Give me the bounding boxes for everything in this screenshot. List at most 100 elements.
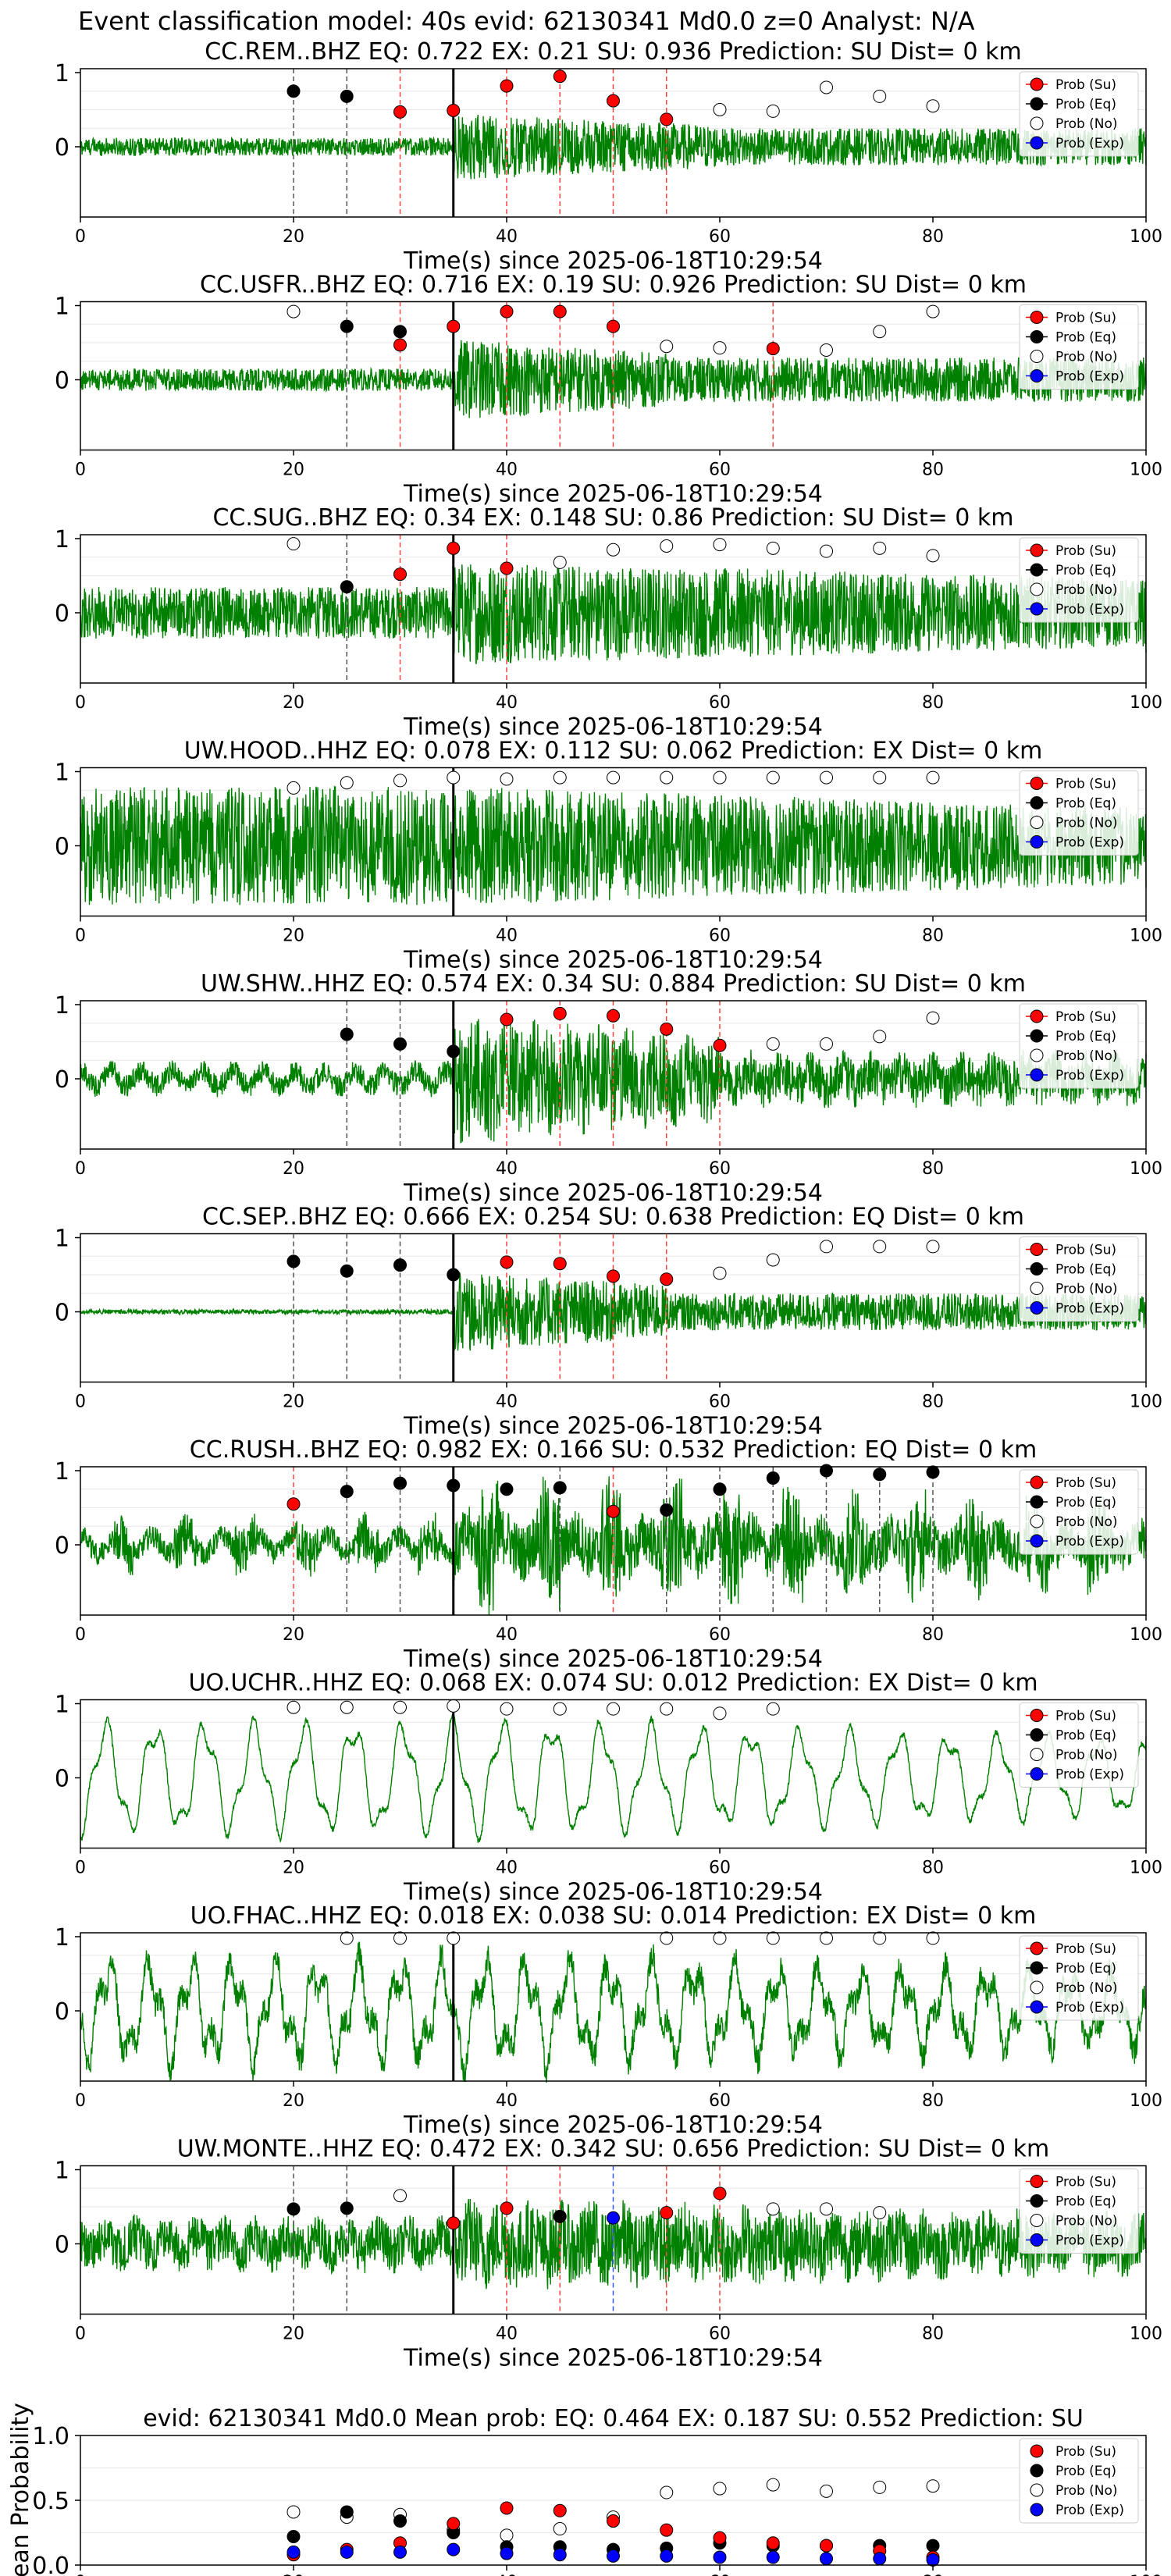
panel-5-legend-marker-0 bbox=[1030, 1009, 1044, 1023]
panel-11-series3-point-5 bbox=[553, 2548, 567, 2562]
panel-11-legend-marker-2 bbox=[1030, 2483, 1044, 2497]
panel-9-no-point-4 bbox=[713, 1931, 727, 1945]
panel-2-frame bbox=[80, 301, 1147, 451]
panel-7-ytick-label-0: 1 bbox=[55, 1458, 69, 1485]
panel-8-waveform bbox=[80, 1713, 1147, 1844]
panel-10-no-point-0 bbox=[393, 2189, 407, 2203]
panel-10-xtick-label-2: 40 bbox=[496, 2325, 518, 2344]
panel-7-xtick-label-3: 60 bbox=[709, 1625, 731, 1645]
panel-7-xtick-label-1: 20 bbox=[283, 1625, 304, 1645]
panel-6-no-point-3 bbox=[873, 1240, 887, 1254]
panel-7-su-point-1 bbox=[607, 1504, 620, 1518]
panel-10: UW.MONTE..HHZ EQ: 0.472 EX: 0.342 SU: 0.… bbox=[55, 2136, 1162, 2372]
panel-1-legend-marker-3 bbox=[1030, 136, 1044, 150]
panel-10-eq-point-2 bbox=[553, 2209, 567, 2223]
panel-7-legend-marker-2 bbox=[1030, 1514, 1044, 1528]
panel-1-frame bbox=[80, 68, 1147, 218]
panel-4-waveform bbox=[80, 785, 1147, 906]
panel-9-legend-marker-2 bbox=[1030, 1980, 1044, 1994]
panel-4-no-point-4 bbox=[500, 772, 514, 786]
panel-1-ytick-label-1: 0 bbox=[55, 134, 69, 162]
panel-9-xtick-label-1: 20 bbox=[283, 2091, 304, 2111]
panel-7-eq-point-10 bbox=[926, 1465, 940, 1479]
panel-7-legend-label-1: Prob (Eq) bbox=[1055, 1495, 1116, 1510]
panel-2-no-point-3 bbox=[820, 343, 833, 357]
panel-1-legend-label-0: Prob (Su) bbox=[1055, 77, 1116, 93]
panel-1-no-point-4 bbox=[926, 99, 940, 113]
panel-8-xtick-label-3: 60 bbox=[709, 1859, 731, 1878]
panel-2: CC.USFR..BHZ EQ: 0.716 EX: 0.19 SU: 0.92… bbox=[55, 272, 1162, 508]
panel-3-frame bbox=[80, 534, 1147, 684]
panel-4-no-point-7 bbox=[660, 770, 674, 785]
panel-4-no-point-10 bbox=[820, 770, 833, 785]
panel-7-eq-point-4 bbox=[553, 1481, 567, 1495]
panel-5-eq-point-0 bbox=[340, 1027, 354, 1041]
panel-11-series2-point-8 bbox=[713, 2482, 727, 2496]
panel-3-xtick-label-4: 80 bbox=[922, 693, 944, 713]
panel-8-ytick-label-0: 1 bbox=[55, 1692, 69, 1719]
panel-9-no-point-6 bbox=[820, 1931, 833, 1945]
panel-7-legend-marker-3 bbox=[1030, 1534, 1044, 1548]
panel-10-frame bbox=[80, 2165, 1147, 2315]
panel-8-legend-marker-2 bbox=[1030, 1748, 1044, 1761]
panel-1-xtick-label-5: 100 bbox=[1130, 227, 1162, 247]
panel-6-legend-label-0: Prob (Su) bbox=[1055, 1243, 1116, 1258]
panel-3-legend-marker-2 bbox=[1030, 582, 1044, 596]
panel-5-su-point-2 bbox=[607, 1009, 620, 1023]
panel-3-legend-marker-0 bbox=[1030, 543, 1044, 557]
panel-4-xtick-label-1: 20 bbox=[283, 927, 304, 946]
panel-5-xtick-label-3: 60 bbox=[709, 1159, 731, 1179]
panel-11-series0-point-4 bbox=[500, 2501, 514, 2515]
panel-6-eq-point-3 bbox=[447, 1268, 461, 1282]
panel-8-xtick-label-1: 20 bbox=[283, 1859, 304, 1878]
panel-4-legend-label-3: Prob (Exp) bbox=[1055, 835, 1124, 851]
panel-11-series1-point-12 bbox=[926, 2539, 940, 2553]
panel-6-ytick-label-0: 1 bbox=[55, 1226, 69, 1253]
panel-6-ytick-label-1: 0 bbox=[55, 1300, 69, 1327]
panel-3-no-point-4 bbox=[713, 538, 727, 552]
panel-1: CC.REM..BHZ EQ: 0.722 EX: 0.21 SU: 0.936… bbox=[55, 38, 1162, 275]
panel-6-su-point-1 bbox=[553, 1257, 567, 1271]
panel-5-title: UW.SHW..HHZ EQ: 0.574 EX: 0.34 SU: 0.884… bbox=[201, 970, 1026, 998]
panel-11-xtick-label-0: 0 bbox=[75, 2573, 86, 2576]
panel-7-legend-label-0: Prob (Su) bbox=[1055, 1475, 1116, 1491]
panel-6-frame bbox=[80, 1233, 1147, 1383]
panel-11-series1-point-2 bbox=[393, 2514, 407, 2528]
panel-5: UW.SHW..HHZ EQ: 0.574 EX: 0.34 SU: 0.884… bbox=[55, 970, 1162, 1207]
panel-8-xtick-label-2: 40 bbox=[496, 1859, 518, 1878]
panel-9-xtick-label-4: 80 bbox=[922, 2091, 944, 2111]
panel-5-xtick-label-5: 100 bbox=[1130, 1159, 1162, 1179]
panel-10-legend-marker-1 bbox=[1030, 2194, 1044, 2208]
panel-10-eq-point-1 bbox=[340, 2201, 354, 2215]
panel-3-legend-marker-1 bbox=[1030, 563, 1044, 577]
panel-8-legend-marker-0 bbox=[1030, 1709, 1044, 1722]
panel-11-xtick-label-5: 100 bbox=[1130, 2573, 1162, 2576]
panel-3-xlabel: Time(s) since 2025-06-18T10:29:54 bbox=[403, 713, 823, 741]
panel-8-legend-marker-1 bbox=[1030, 1728, 1044, 1742]
panel-11-series3-point-6 bbox=[607, 2549, 620, 2563]
panel-9-ytick-label-1: 0 bbox=[55, 1998, 69, 2026]
panel-3-legend-label-2: Prob (No) bbox=[1055, 582, 1118, 598]
panel-4-no-point-1 bbox=[340, 776, 354, 790]
panel-4-ytick-label-1: 0 bbox=[55, 834, 69, 861]
panel-2-legend-marker-0 bbox=[1030, 311, 1044, 324]
panel-7-legend-marker-1 bbox=[1030, 1495, 1044, 1509]
figure-main-title: Event classification model: 40s evid: 62… bbox=[78, 6, 975, 36]
panel-4-no-point-8 bbox=[713, 770, 727, 785]
panel-7-eq-point-2 bbox=[447, 1478, 461, 1493]
panel-7-xtick-label-4: 80 bbox=[922, 1625, 944, 1645]
panel-3-no-point-6 bbox=[820, 544, 833, 558]
panel-9-no-point-7 bbox=[873, 1931, 887, 1945]
panel-10-su-point-2 bbox=[660, 2206, 674, 2220]
panel-4-xtick-label-3: 60 bbox=[709, 927, 731, 946]
panel-7-su-point-0 bbox=[287, 1497, 301, 1511]
panel-1-su-point-1 bbox=[447, 103, 461, 117]
panel-6-legend-label-3: Prob (Exp) bbox=[1055, 1301, 1124, 1317]
panel-3-ytick-label-1: 0 bbox=[55, 600, 69, 628]
panel-6-legend-marker-3 bbox=[1030, 1301, 1044, 1315]
panel-10-legend-label-3: Prob (Exp) bbox=[1055, 2233, 1124, 2249]
panel-6-xtick-label-0: 0 bbox=[75, 1393, 86, 1412]
panel-5-xlabel: Time(s) since 2025-06-18T10:29:54 bbox=[403, 1179, 823, 1207]
panel-10-su-point-1 bbox=[500, 2201, 514, 2215]
panel-2-legend-label-3: Prob (Exp) bbox=[1055, 369, 1124, 385]
